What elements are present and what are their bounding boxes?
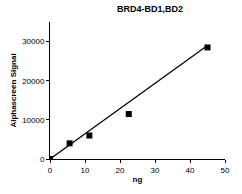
svg-text:30: 30: [151, 166, 160, 175]
svg-text:ng: ng: [133, 175, 143, 184]
svg-text:0: 0: [40, 155, 45, 164]
svg-text:Alphascreen Signal: Alphascreen Signal: [9, 53, 18, 127]
svg-text:0: 0: [48, 166, 53, 175]
svg-text:20: 20: [116, 166, 125, 175]
svg-text:40: 40: [186, 166, 195, 175]
svg-text:50: 50: [221, 166, 230, 175]
svg-text:20000: 20000: [22, 77, 45, 86]
svg-text:BRD4-BD1,BD2: BRD4-BD1,BD2: [117, 4, 183, 14]
svg-text:30000: 30000: [22, 37, 45, 46]
svg-text:10: 10: [81, 166, 90, 175]
svg-text:10000: 10000: [22, 116, 45, 125]
